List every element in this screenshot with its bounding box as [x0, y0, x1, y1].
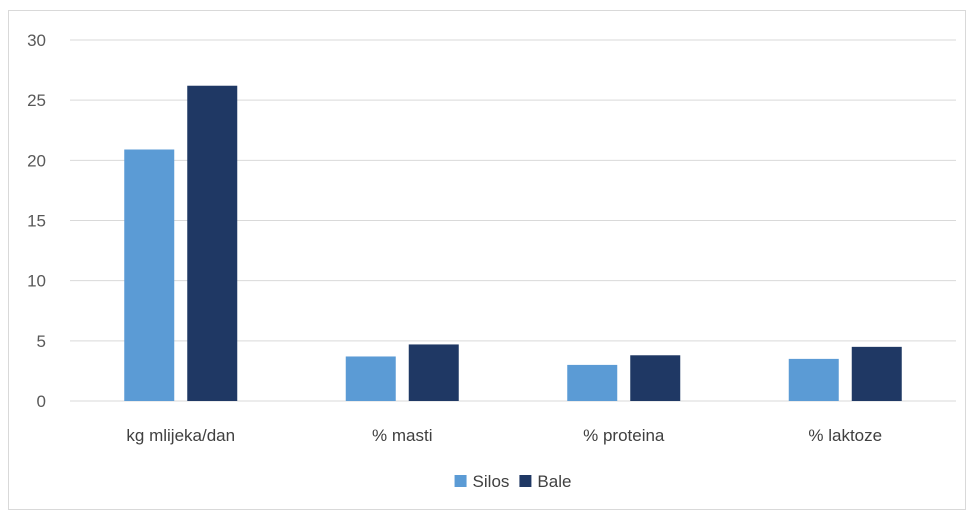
bar-bale-3 [851, 346, 902, 401]
y-axis: 0 5 10 15 20 25 30 [27, 31, 46, 411]
y-tick-label: 10 [27, 272, 46, 291]
y-tick-label: 20 [27, 151, 46, 170]
x-category-label: % masti [372, 426, 432, 445]
y-tick-label: 30 [27, 31, 46, 50]
legend-swatch-silos [454, 475, 467, 487]
bars [124, 85, 902, 401]
bar-bale-1 [408, 344, 459, 401]
x-category-label: % laktoze [808, 426, 882, 445]
bar-silos-0 [124, 149, 175, 401]
x-category-label: % proteina [583, 426, 665, 445]
y-tick-label: 0 [37, 392, 46, 411]
x-axis: kg mlijeka/dan % masti % proteina % laktoze [126, 426, 882, 445]
y-tick-label: 25 [27, 91, 46, 110]
bar-bale-2 [630, 355, 681, 401]
legend: Silos Bale [454, 472, 571, 491]
bar-silos-2 [567, 364, 618, 401]
x-category-label: kg mlijeka/dan [126, 426, 235, 445]
legend-swatch-bale [519, 475, 532, 487]
y-tick-label: 5 [37, 332, 46, 351]
legend-label-silos: Silos [473, 472, 510, 491]
bar-silos-3 [788, 358, 839, 401]
y-tick-label: 15 [27, 212, 46, 231]
legend-label-bale: Bale [537, 472, 571, 491]
bar-silos-1 [345, 356, 396, 401]
bar-bale-0 [187, 85, 238, 401]
